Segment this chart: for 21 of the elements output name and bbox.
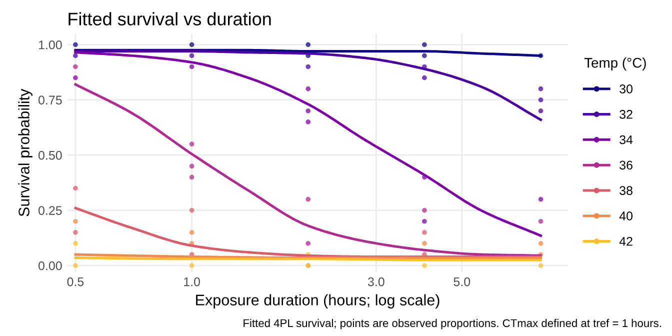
x-tick-label: 0.5 — [67, 277, 84, 286]
y-tick-label: 0.00 — [38, 261, 62, 270]
legend-label: 42 — [619, 236, 632, 246]
legend-label: 36 — [620, 160, 632, 170]
y-axis-title: Survival probability — [18, 88, 32, 216]
x-tick-label: 3.0 — [368, 277, 384, 286]
y-tick-label: 0.75 — [38, 96, 62, 105]
text: Fitted 4PL survival; points are observed proportions. CTmax defined at tref = 1 hours. — [244, 318, 661, 330]
legend-title: Temp (°C) — [584, 58, 646, 70]
y-tick-label: 0.50 — [38, 150, 62, 160]
legend-label: 38 — [620, 186, 632, 195]
legend-label: 34 — [620, 135, 633, 144]
x-tick-label: 5.0 — [454, 277, 470, 286]
legend-label: 30 — [620, 84, 633, 94]
chart-title: Fitted survival vs duration — [68, 12, 271, 26]
x-axis-title: Exposure duration (hours; log scale) — [196, 294, 440, 308]
legend-label: 40 — [619, 212, 633, 220]
y-tick-label: 1.00 — [38, 40, 62, 50]
y-tick-label: 0.25 — [38, 206, 62, 215]
legend-label: 32 — [620, 110, 632, 119]
x-tick-label: 1.0 — [184, 277, 200, 286]
